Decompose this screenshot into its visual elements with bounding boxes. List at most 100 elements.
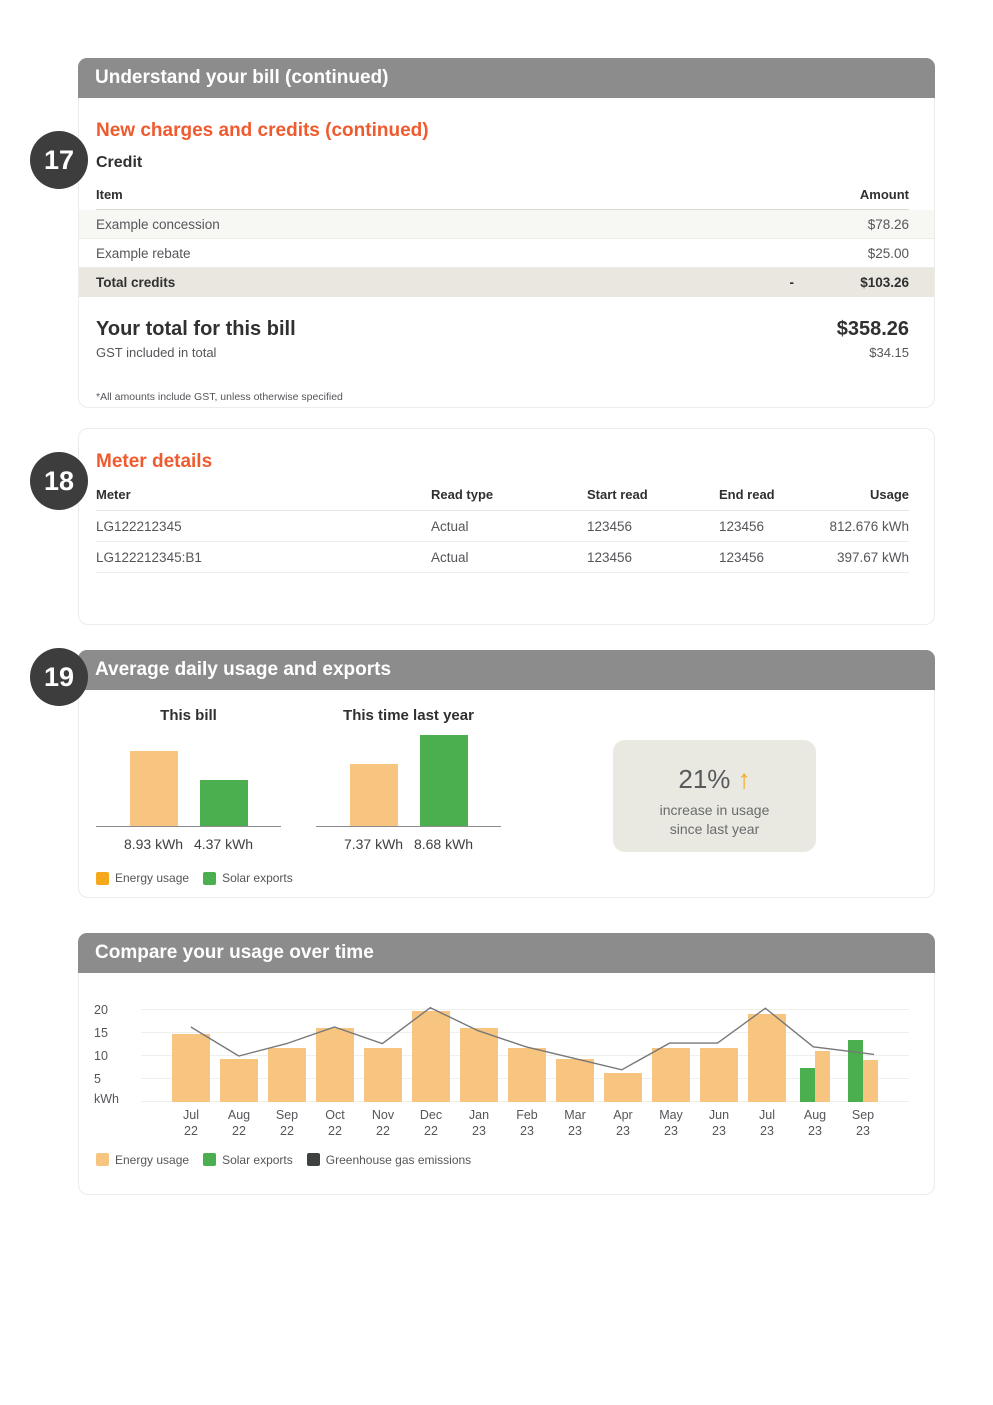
x-tick-label: Apr 23	[613, 1108, 633, 1139]
x-axis-labels: Jul 22 Aug 22 Sep 22 Oct 22 Nov 22 Dec 22 Jan 23 Feb 23…	[167, 1107, 909, 1140]
y-axis-unit: kWh	[94, 1092, 119, 1106]
usage-value: 397.67 kWh	[836, 549, 909, 565]
column-item: Item	[96, 187, 123, 202]
month-slot	[263, 1048, 311, 1102]
x-tick-label: May 23	[659, 1108, 683, 1139]
x-tick-label: Jul 23	[759, 1108, 775, 1139]
meter-id: LG122212345	[96, 518, 182, 534]
energy-usage-bar	[508, 1048, 546, 1102]
credit-item-amount: $25.00	[867, 245, 909, 261]
chart-title: This bill	[160, 707, 217, 724]
y-tick-label: 10	[94, 1049, 108, 1063]
step-badge-19: 19	[30, 648, 88, 706]
month-slot	[647, 1048, 695, 1102]
solar-exports-bar	[419, 735, 468, 826]
chart-legend: Energy usage Solar exports Greenhouse gas …	[96, 1153, 934, 1167]
legend-item: Solar exports	[203, 871, 293, 885]
x-tick-label: Oct 22	[325, 1108, 345, 1139]
chart-legend: Energy usage Solar exports	[96, 871, 293, 885]
month-slot	[407, 1011, 455, 1102]
meter-table-header: Meter Read type Start read End read Usag…	[96, 479, 909, 511]
meter-details-body: Meter details Meter Read type Start read…	[79, 450, 934, 573]
usage-increase-callout: 21% ↑ increase in usage since last year	[613, 740, 816, 852]
plot-area	[141, 987, 909, 1102]
legend-item: Solar exports	[203, 1153, 293, 1167]
energy-usage-bar	[220, 1059, 258, 1102]
month-slot	[695, 1048, 743, 1102]
total-credits-label: Total credits	[96, 275, 176, 290]
energy-usage-bar	[815, 1051, 830, 1102]
column-read-type: Read type	[431, 487, 494, 502]
month-slot	[743, 1014, 791, 1102]
solar-exports-bar	[199, 780, 248, 826]
month-slot	[551, 1059, 599, 1102]
understand-bill-card: Understand your bill (continued) New cha…	[78, 58, 935, 408]
bar-value-label: 7.37 kWh	[343, 836, 404, 852]
understand-bill-body: New charges and credits (continued) Cred…	[79, 119, 934, 403]
charges-credits-subheading: New charges and credits (continued)	[96, 120, 429, 141]
energy-usage-bar	[604, 1073, 642, 1102]
x-tick-label: Sep 22	[275, 1108, 299, 1139]
chart-title: This time last year	[343, 707, 474, 724]
average-usage-card: Average daily usage and exports This bil…	[78, 650, 935, 898]
energy-usage-bar	[412, 1011, 450, 1102]
legend-item: Energy usage	[96, 1153, 189, 1167]
end-read: 123456	[719, 549, 765, 565]
bar-series	[167, 987, 887, 1102]
section-header-compare-usage: Compare your usage over time	[78, 933, 935, 973]
solar-exports-bar	[800, 1068, 815, 1102]
energy-usage-bar	[349, 764, 398, 826]
increase-caption-line2: since last year	[669, 821, 760, 837]
bar-value-label: 8.68 kWh	[413, 836, 474, 852]
credit-group-label: Credit	[96, 154, 143, 171]
legend-swatch	[96, 1153, 109, 1166]
meter-details-title: Meter details	[96, 451, 213, 472]
gst-amount: $34.15	[869, 345, 909, 360]
x-tick-label: Sep 23	[851, 1108, 875, 1139]
x-tick-label: Nov 22	[371, 1108, 395, 1139]
legend-label: Solar exports	[222, 871, 293, 885]
this-bill-chart: This bill 8.93 kWh 4.37 kWh	[96, 706, 281, 852]
section-header-title: Average daily usage and exports	[95, 659, 392, 680]
gst-footnote: *All amounts include GST, unless otherwi…	[96, 391, 343, 403]
read-type: Actual	[431, 518, 469, 534]
compare-usage-body: 20 15 10 5 kWh Jul 22 Aug 22 Sep 22 Oct 22 Nov 22 Dec 2…	[79, 987, 934, 1167]
legend-label: Solar exports	[222, 1152, 293, 1167]
x-tick-label: Dec 22	[419, 1108, 443, 1139]
energy-usage-bar	[556, 1059, 594, 1102]
bar-value-labels: 7.37 kWh 8.68 kWh	[316, 836, 501, 852]
column-usage: Usage	[869, 487, 909, 502]
energy-usage-bar	[700, 1048, 738, 1102]
section-header-average-usage: Average daily usage and exports	[78, 650, 935, 690]
up-arrow-icon: ↑	[737, 764, 751, 794]
section-header-title: Understand your bill (continued)	[95, 67, 389, 88]
x-tick-label: Jun 23	[708, 1108, 730, 1139]
table-row: Example rebate $25.00	[79, 239, 934, 268]
section-header-title: Compare your usage over time	[95, 942, 374, 963]
column-amount: Amount	[859, 187, 909, 202]
energy-usage-bar	[863, 1060, 878, 1102]
energy-usage-bar	[460, 1028, 498, 1102]
bar-group	[96, 734, 281, 827]
meter-id: LG122212345:B1	[96, 549, 202, 565]
bar-value-labels: 8.93 kWh 4.37 kWh	[96, 836, 281, 852]
compare-usage-card: Compare your usage over time 20 15 10 5 kWh …	[78, 933, 935, 1195]
month-slot	[599, 1073, 647, 1102]
start-read: 123456	[587, 549, 633, 565]
credit-item-name: Example rebate	[96, 245, 191, 261]
legend-swatch	[96, 871, 109, 885]
credit-table-header: Item Amount	[96, 181, 909, 210]
y-tick-label: 5	[94, 1072, 101, 1086]
energy-usage-bar	[172, 1034, 210, 1102]
gridline	[141, 1009, 909, 1010]
total-credits-amount: $103.26	[860, 275, 909, 290]
last-year-chart: This time last year 7.37 kWh 8.68 kWh	[316, 706, 501, 852]
month-slot	[359, 1048, 407, 1102]
month-slot	[791, 1051, 839, 1102]
energy-usage-bar	[129, 751, 178, 826]
bar-value-label: 8.93 kWh	[123, 836, 184, 852]
y-tick-label: 20	[94, 1003, 108, 1017]
usage-over-time-chart: 20 15 10 5 kWh Jul 22 Aug 22 Sep 22 Oct 22 Nov 22 Dec 2…	[94, 987, 909, 1140]
x-tick-label: Aug 23	[803, 1108, 827, 1139]
emissions-polyline	[190, 1006, 875, 1071]
